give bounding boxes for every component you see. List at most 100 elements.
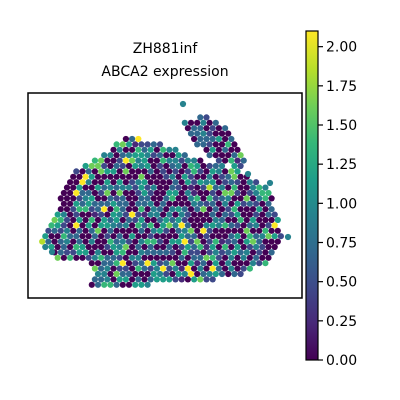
spot — [132, 238, 139, 245]
spot — [237, 249, 244, 256]
spot — [107, 195, 114, 202]
spot — [237, 152, 244, 159]
spot — [150, 173, 157, 180]
spot — [225, 173, 232, 180]
spot — [246, 243, 253, 251]
spot — [113, 238, 120, 245]
spot — [206, 130, 213, 137]
spot — [85, 179, 92, 186]
spot — [110, 254, 117, 261]
spot — [178, 276, 185, 283]
spot — [122, 135, 129, 143]
spot — [125, 141, 133, 148]
spot — [209, 211, 216, 218]
spot — [163, 184, 170, 191]
spot — [249, 260, 257, 267]
spot — [240, 265, 247, 272]
spot — [181, 238, 188, 245]
spot — [187, 260, 195, 267]
spot — [222, 211, 229, 218]
spot — [94, 238, 102, 245]
spot — [141, 233, 148, 240]
spot — [237, 260, 244, 267]
spot — [200, 130, 207, 137]
spot — [135, 189, 142, 197]
spot — [262, 227, 269, 234]
chart-title-line1: ZH881inf — [133, 41, 199, 57]
spot — [284, 233, 292, 241]
spot — [153, 200, 160, 207]
spot — [218, 162, 226, 170]
spot — [163, 152, 170, 159]
spot — [206, 270, 213, 278]
spot — [73, 211, 80, 218]
spot — [67, 222, 74, 229]
spot — [129, 265, 136, 272]
spot — [107, 216, 114, 224]
spot — [178, 168, 185, 175]
spot — [54, 222, 61, 229]
spot — [265, 233, 272, 240]
spot — [125, 260, 133, 267]
spot — [141, 189, 148, 197]
spot — [172, 265, 179, 272]
spot — [197, 135, 204, 143]
spot — [125, 195, 133, 202]
spot — [110, 189, 117, 197]
spot — [135, 179, 142, 186]
spot — [107, 249, 114, 256]
spot — [206, 216, 213, 224]
spot — [166, 243, 173, 251]
plot-frame — [27, 92, 303, 299]
spot — [228, 254, 235, 261]
spot — [266, 179, 274, 187]
spot — [222, 135, 229, 143]
spot — [82, 195, 89, 202]
spot — [169, 184, 176, 191]
spot — [187, 216, 195, 224]
spot — [132, 141, 139, 148]
spot — [141, 222, 148, 229]
spot — [194, 119, 201, 126]
spot — [194, 216, 201, 224]
spot — [206, 184, 213, 191]
spot — [222, 179, 229, 186]
spot — [113, 227, 120, 234]
spot — [104, 179, 111, 186]
spot — [67, 211, 74, 218]
spot — [110, 265, 117, 272]
spot — [129, 200, 136, 207]
spot — [104, 243, 111, 251]
spot — [256, 260, 263, 267]
spot — [194, 249, 201, 256]
spot — [150, 141, 157, 148]
spot — [51, 238, 58, 245]
spot — [225, 141, 232, 148]
spot — [163, 162, 170, 170]
spot — [212, 216, 219, 224]
spot — [73, 168, 80, 175]
spot — [42, 243, 49, 251]
spot — [218, 173, 226, 180]
spot — [231, 141, 238, 148]
spot — [200, 260, 207, 267]
spot — [129, 222, 136, 229]
spot — [107, 270, 114, 278]
spot — [119, 260, 126, 267]
spot — [175, 227, 182, 234]
spot — [194, 162, 201, 170]
spot — [91, 222, 98, 229]
spot — [101, 249, 108, 256]
spot — [231, 162, 238, 170]
spot — [147, 157, 154, 164]
spot — [187, 270, 195, 278]
spot — [144, 152, 151, 159]
spot — [222, 233, 229, 240]
spot — [125, 184, 133, 191]
spot — [135, 168, 142, 175]
spot — [141, 211, 148, 218]
spot — [256, 227, 263, 234]
spot — [94, 195, 102, 202]
spot — [91, 254, 98, 261]
spot — [194, 270, 201, 278]
